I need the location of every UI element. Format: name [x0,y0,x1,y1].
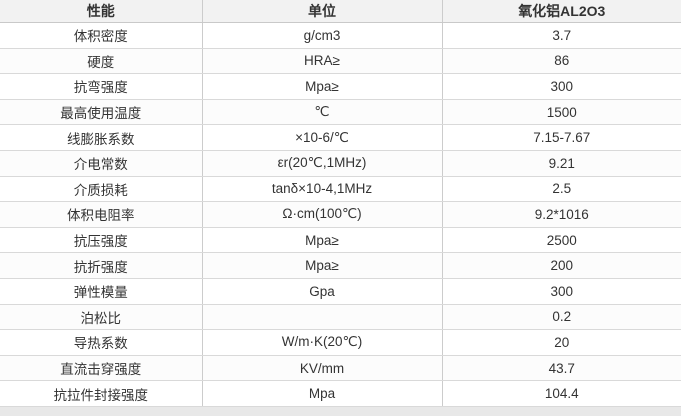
header-property: 性能 [0,0,203,23]
unit-cell: tanδ×10-4,1MHz [202,176,443,203]
header-unit: 单位 [202,0,443,23]
unit-cell: ×10-6/℃ [202,124,443,151]
property-cell: 导热系数 [0,329,203,356]
table-row: 抗折强度 Mpa≥ 200 [0,252,681,279]
unit-cell: HRA≥ [202,48,443,75]
property-cell: 体积电阻率 [0,201,203,228]
value-cell: 200 [442,252,681,279]
table-row: 直流击穿强度 KV/mm 43.7 [0,355,681,382]
unit-cell: Ω·cm(100℃) [202,201,443,228]
property-cell: 最高使用温度 [0,99,203,126]
unit-cell: Mpa [202,380,443,407]
value-cell: 9.2*1016 [442,201,681,228]
table-row: 介电常数 εr(20℃,1MHz) 9.21 [0,150,681,177]
value-cell: 86 [442,48,681,75]
table-row: 体积密度 g/cm3 3.7 [0,22,681,49]
property-cell: 抗压强度 [0,227,203,254]
unit-cell [202,304,443,331]
header-material: 氧化铝AL2O3 [442,0,681,23]
table-row: 最高使用温度 ℃ 1500 [0,99,681,126]
property-cell: 弹性模量 [0,278,203,305]
unit-cell: Mpa≥ [202,73,443,100]
value-cell: 7.15-7.67 [442,124,681,151]
value-cell: 300 [442,278,681,305]
value-cell: 43.7 [442,355,681,382]
table-row: 体积电阻率 Ω·cm(100℃) 9.2*1016 [0,201,681,228]
table-row: 介质损耗 tanδ×10-4,1MHz 2.5 [0,176,681,203]
unit-cell: Mpa≥ [202,227,443,254]
table-row: 硬度 HRA≥ 86 [0,48,681,75]
table-row: 泊松比 0.2 [0,304,681,331]
unit-cell: Gpa [202,278,443,305]
value-cell: 300 [442,73,681,100]
property-cell: 抗拉件封接强度 [0,380,203,407]
value-cell: 1500 [442,99,681,126]
table-row: 弹性模量 Gpa 300 [0,278,681,305]
property-cell: 直流击穿强度 [0,355,203,382]
unit-cell: Mpa≥ [202,252,443,279]
property-cell: 线膨胀系数 [0,124,203,151]
unit-cell: W/m·K(20℃) [202,329,443,356]
property-cell: 抗折强度 [0,252,203,279]
value-cell: 3.7 [442,22,681,49]
table-row: 线膨胀系数 ×10-6/℃ 7.15-7.67 [0,124,681,151]
unit-cell: g/cm3 [202,22,443,49]
property-cell: 介质损耗 [0,176,203,203]
property-cell: 抗弯强度 [0,73,203,100]
unit-cell: ℃ [202,99,443,126]
property-cell: 介电常数 [0,150,203,177]
value-cell: 2500 [442,227,681,254]
value-cell: 2.5 [442,176,681,203]
property-cell: 硬度 [0,48,203,75]
table-row: 抗拉件封接强度 Mpa 104.4 [0,380,681,407]
value-cell: 20 [442,329,681,356]
table-row: 抗压强度 Mpa≥ 2500 [0,227,681,254]
value-cell: 9.21 [442,150,681,177]
material-properties-table: 性能 单位 氧化铝AL2O3 体积密度 g/cm3 3.7 硬度 HRA≥ 86 抗弯强度 M… [0,0,681,407]
table-row: 抗弯强度 Mpa≥ 300 [0,73,681,100]
value-cell: 0.2 [442,304,681,331]
header-row: 性能 单位 氧化铝AL2O3 [0,0,681,23]
table-row: 导热系数 W/m·K(20℃) 20 [0,329,681,356]
property-cell: 泊松比 [0,304,203,331]
unit-cell: KV/mm [202,355,443,382]
value-cell: 104.4 [442,380,681,407]
property-cell: 体积密度 [0,22,203,49]
unit-cell: εr(20℃,1MHz) [202,150,443,177]
